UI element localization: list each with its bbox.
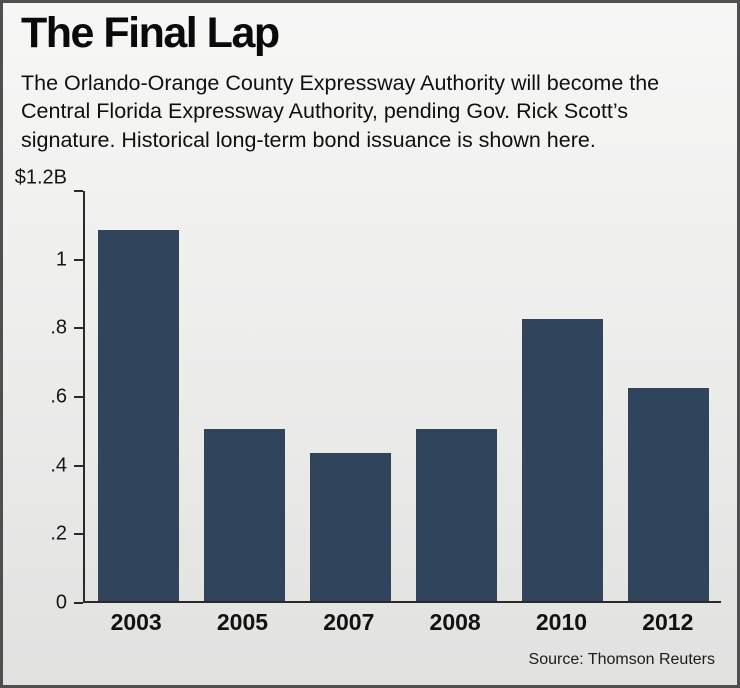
bar-2012	[627, 388, 709, 601]
y-tick-label-.6: .6	[50, 385, 67, 408]
y-tick-label-.2: .2	[50, 522, 67, 545]
y-tick-mark	[74, 533, 83, 536]
x-tick-label-2007: 2007	[323, 609, 375, 635]
bar-2007	[309, 453, 391, 601]
y-axis: $1.2B 1 .8 .6 .4 .2 0	[3, 167, 83, 614]
y-tick-label-.4: .4	[50, 454, 67, 477]
x-tick-label-2008: 2008	[429, 609, 481, 635]
x-axis: 2003 2005 2007 2008 2010 2012	[83, 609, 721, 636]
x-tick-label-2003: 2003	[110, 609, 162, 635]
y-tick-mark	[74, 396, 83, 398]
bar-2008	[415, 429, 497, 601]
y-tick-label-1: 1	[55, 248, 67, 271]
x-tick-label-2005: 2005	[216, 609, 269, 635]
bar-2010	[521, 319, 603, 601]
y-tick-mark	[74, 190, 83, 192]
source-credit: Source: Thomson Reuters	[528, 651, 715, 668]
bar-2005	[203, 429, 285, 601]
y-tick-mark	[74, 602, 83, 604]
y-tick-label-0: 0	[55, 591, 67, 614]
y-tick-label-.8: .8	[50, 316, 67, 339]
y-tick-label-1.2B: $1.2B	[14, 166, 67, 189]
bar-2003	[97, 230, 179, 601]
x-tick-label-2010: 2010	[535, 609, 588, 635]
x-tick-label-2012: 2012	[642, 609, 694, 635]
y-tick-mark	[74, 327, 83, 330]
plot-area	[83, 191, 721, 603]
chart-subtitle: The Orlando-Orange County Expressway Aut…	[21, 71, 660, 152]
chart-title: The Final Lap	[21, 9, 280, 57]
y-tick-mark	[74, 464, 83, 467]
y-tick-mark	[74, 258, 83, 261]
